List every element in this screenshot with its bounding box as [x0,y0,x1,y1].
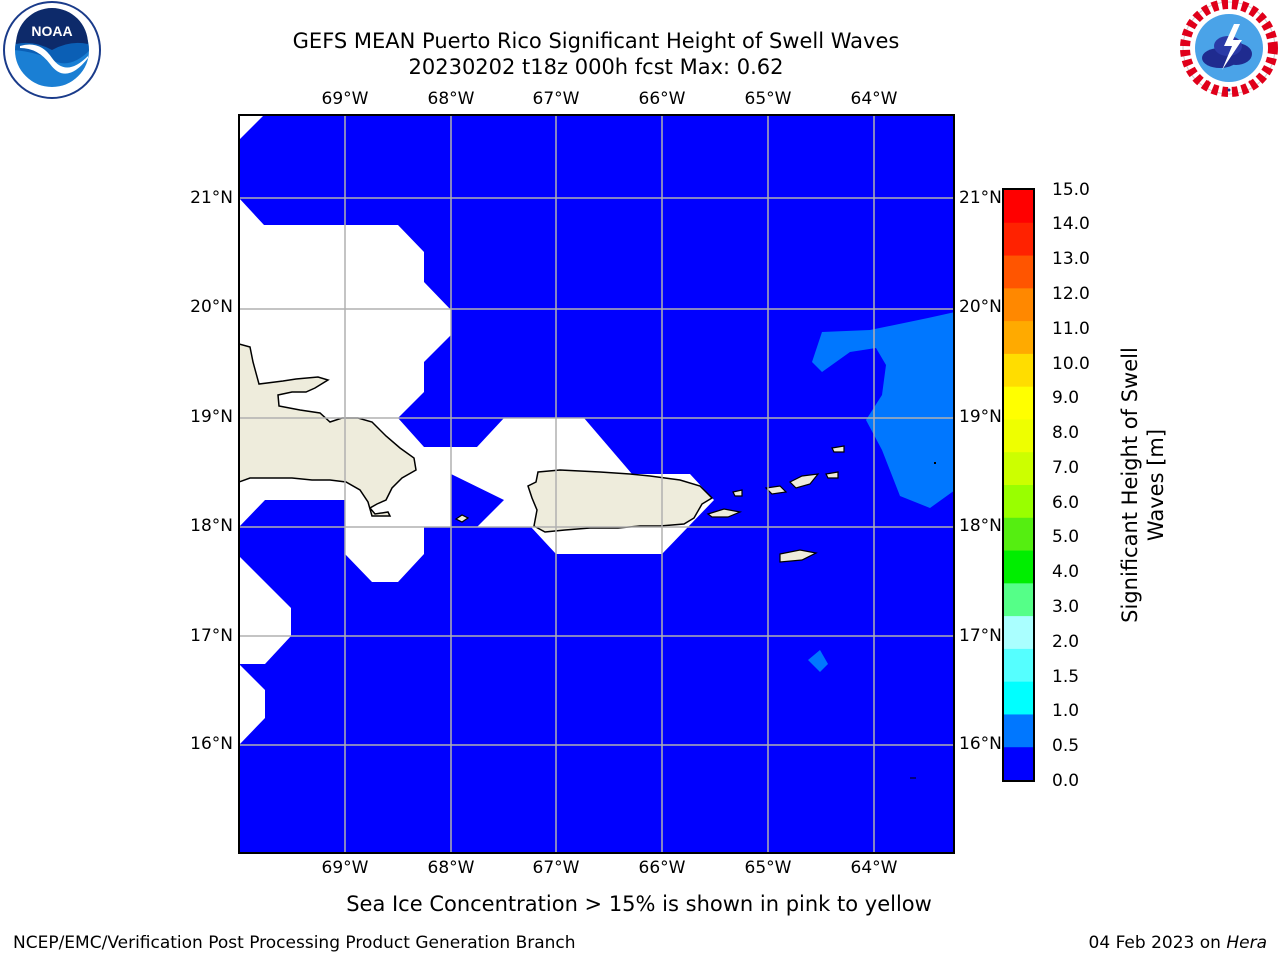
lat-label-right: 18°N [959,516,1002,536]
mask-northwest-corner [239,115,264,140]
colorbar-tick-label: 2.0 [1052,632,1080,652]
lon-label-top: 68°W [427,89,475,109]
lon-label-top: 69°W [321,89,369,109]
lat-label-right: 17°N [959,626,1002,646]
colorbar-tick-label: 10.0 [1052,354,1090,374]
colorbar-tick-label: 8.0 [1052,423,1080,443]
colorbar-swatch [1004,681,1033,715]
lat-label-left: 18°N [190,516,233,536]
lon-label-top: 66°W [638,89,686,109]
colorbar-swatch [1004,517,1033,552]
lat-label-right: 21°N [959,188,1002,208]
colorbar-swatch [1004,714,1033,748]
map-subtitle: 20230202 t18z 000h fcst Max: 0.62 [408,55,784,79]
colorbar-title-line1: Significant Height of Swell [1118,347,1142,623]
colorbar-tick-label: 9.0 [1052,388,1080,408]
footer-host: Hera [1226,933,1267,953]
colorbar-swatch [1004,583,1033,617]
colorbar-tick-label: 5.0 [1052,527,1080,547]
noaa-logo: NOAA [3,1,101,99]
colorbar-swatch [1004,550,1033,584]
colorbar-tick-label: 7.0 [1052,458,1080,478]
lat-label-right: 19°N [959,407,1002,427]
lat-label-left: 16°N [190,734,233,754]
footer-credit: NCEP/EMC/Verification Post Processing Pr… [13,933,576,953]
colorbar-tick-label: 14.0 [1052,214,1090,234]
swell-patch-0-5-to-1 [808,650,828,672]
lon-label-bottom: 66°W [638,858,686,878]
map-title: GEFS MEAN Puerto Rico Significant Height… [292,29,900,53]
lon-label-bottom: 67°W [532,858,580,878]
map-frame [238,114,955,854]
land-virgin-gorda [825,471,839,479]
colorbar-tick-label: 0.0 [1052,771,1080,791]
colorbar-swatch [1004,255,1033,289]
colorbar-tick-label: 12.0 [1052,284,1090,304]
colorbar-tick-label: 13.0 [1052,249,1090,269]
colorbar-swatch [1004,747,1033,781]
lon-label-bottom: 69°W [321,858,369,878]
lon-label-bottom: 68°W [427,858,475,878]
lon-label-top: 65°W [744,89,792,109]
colorbar-swatch [1004,648,1033,683]
colorbar-swatch [1004,419,1033,453]
lat-label-left: 17°N [190,626,233,646]
colorbar-tick-label: 11.0 [1052,319,1090,339]
colorbar-swatch [1004,452,1033,486]
gridlines [239,115,954,853]
colorbar-tick-label: 4.0 [1052,562,1080,582]
colorbar [1002,188,1035,782]
land-sombrero [934,462,936,464]
land-tortola [788,473,820,489]
mask-west-bottom [239,664,265,745]
mask-west-lower [239,556,291,664]
colorbar-swatch [1004,485,1033,519]
land-anegada [831,445,845,453]
lon-label-top: 67°W [532,89,580,109]
land-hispaniola [239,343,417,517]
colorbar-swatch [1004,288,1033,322]
colorbar-frame [1002,188,1035,782]
colorbar-swatch [1004,616,1033,650]
colorbar-title-line2: Waves [m] [1144,428,1168,542]
colorbar-tick-label: 6.0 [1052,493,1080,513]
land-puerto-rico [527,469,714,533]
colorbar-swatch [1004,222,1033,257]
lon-label-bottom: 64°W [850,858,898,878]
sea-ice-note: Sea Ice Concentration > 15% is shown in … [346,892,932,916]
land-culebra [732,489,743,497]
colorbar-tick-label: 3.0 [1052,597,1080,617]
swell-region-0-5-to-1 [812,312,954,508]
nws-logo [1180,0,1278,97]
colorbar-swatch [1004,353,1033,388]
colorbar-swatch [1004,386,1033,420]
lon-label-bottom: 65°W [744,858,792,878]
lat-label-right: 16°N [959,734,1002,754]
lat-label-right: 20°N [959,297,1002,317]
colorbar-tick-label: 15.0 [1052,180,1090,200]
colorbar-tick-label: 1.0 [1052,701,1080,721]
land-st-thomas [764,485,788,495]
land-vieques [706,508,743,518]
colorbar-swatch [1004,321,1033,355]
colorbar-swatch [1004,190,1033,224]
lat-label-left: 20°N [190,297,233,317]
colorbar-tick-label: 1.5 [1052,667,1080,687]
colorbar-tick-label: 0.5 [1052,736,1080,756]
lon-label-top: 64°W [850,89,898,109]
land-mona-island [454,514,470,523]
lat-label-left: 19°N [190,407,233,427]
footer-date-text: 04 Feb 2023 on [1088,933,1227,953]
land-st-croix [779,549,818,563]
footer-date: 04 Feb 2023 on Hera [1089,933,1267,953]
noaa-logo-text: NOAA [31,23,72,39]
lat-label-left: 21°N [190,188,233,208]
